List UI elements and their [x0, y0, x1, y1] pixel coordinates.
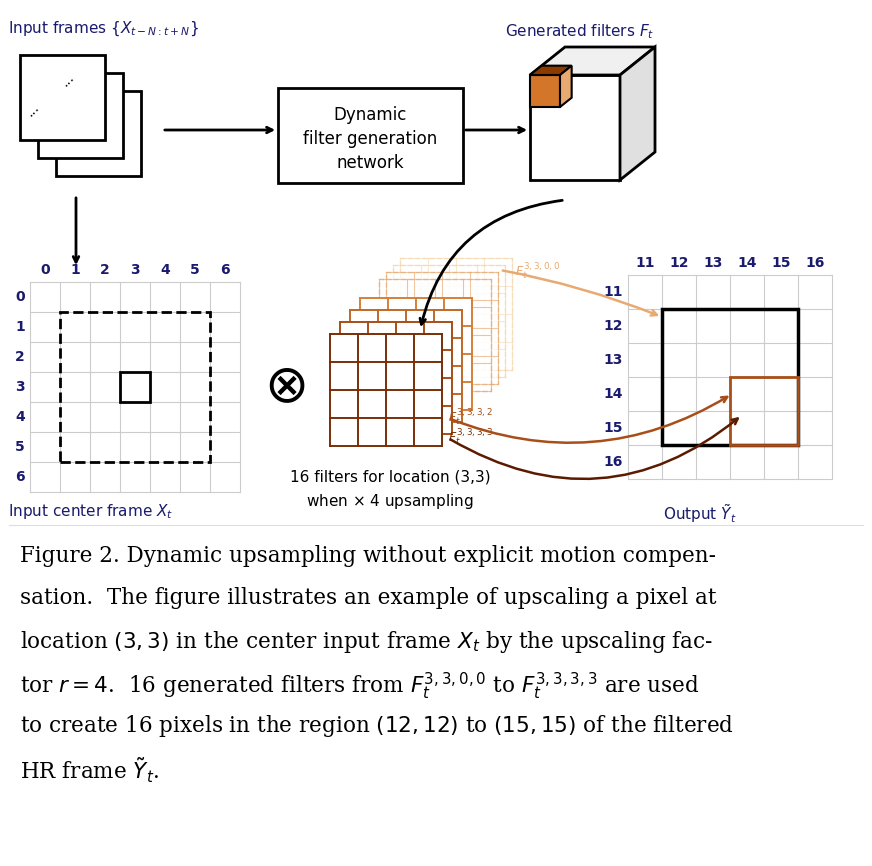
Text: 4: 4: [15, 410, 25, 424]
Text: 0: 0: [40, 263, 50, 277]
Text: 15: 15: [603, 421, 623, 435]
Bar: [379, 279, 491, 391]
Text: 1: 1: [70, 263, 80, 277]
Text: 1: 1: [15, 320, 25, 334]
Text: tor $r = 4$.  16 generated filters from $F_t^{3,3,0,0}$ to $F_t^{3,3,3,3}$ are u: tor $r = 4$. 16 generated filters from $…: [20, 671, 699, 702]
Text: 2: 2: [100, 263, 110, 277]
Text: Input frames $\{X_{t-N:t+N}\}$: Input frames $\{X_{t-N:t+N}\}$: [8, 20, 199, 38]
Polygon shape: [560, 66, 572, 107]
Text: to create 16 pixels in the region $(12, 12)$ to $(15, 15)$ of the filtered: to create 16 pixels in the region $(12, …: [20, 713, 734, 739]
Text: $F_t^{3,3,3,3}$: $F_t^{3,3,3,3}$: [448, 428, 493, 448]
Text: 16: 16: [603, 455, 623, 469]
Polygon shape: [530, 47, 655, 75]
Bar: [360, 298, 472, 410]
Text: $\otimes$: $\otimes$: [264, 361, 306, 413]
Polygon shape: [620, 47, 655, 180]
Text: location $(3, 3)$ in the center input frame $X_t$ by the upscaling fac-: location $(3, 3)$ in the center input fr…: [20, 629, 713, 655]
Polygon shape: [530, 66, 572, 75]
Text: 12: 12: [603, 319, 623, 333]
Bar: [530, 75, 560, 107]
Text: 6: 6: [16, 470, 25, 484]
Bar: [393, 265, 505, 377]
Bar: [330, 334, 442, 446]
Text: 2: 2: [15, 350, 25, 364]
Text: Output $\tilde{Y}_t$: Output $\tilde{Y}_t$: [663, 502, 737, 525]
Bar: [400, 258, 512, 370]
Bar: [530, 75, 620, 180]
Text: 13: 13: [603, 353, 623, 367]
Text: filter generation: filter generation: [303, 130, 438, 148]
Bar: [38, 73, 123, 158]
Text: when $\times$ 4 upsampling: when $\times$ 4 upsampling: [306, 492, 474, 511]
Bar: [56, 91, 141, 176]
Bar: [730, 377, 798, 445]
Text: 16 filters for location (3,3): 16 filters for location (3,3): [290, 470, 490, 485]
Bar: [340, 322, 452, 434]
Text: 3: 3: [130, 263, 140, 277]
Text: Dynamic: Dynamic: [334, 106, 407, 124]
Bar: [386, 272, 498, 384]
Bar: [60, 312, 210, 462]
Text: 0: 0: [16, 290, 25, 304]
Text: 5: 5: [190, 263, 200, 277]
Text: 4: 4: [160, 263, 170, 277]
Text: 14: 14: [737, 256, 757, 270]
Text: ···: ···: [25, 102, 44, 121]
Text: 14: 14: [603, 387, 623, 401]
Bar: [350, 310, 462, 422]
Text: 5: 5: [15, 440, 25, 454]
Text: $F_t^{3,3,3,2}$: $F_t^{3,3,3,2}$: [448, 408, 493, 428]
Bar: [120, 372, 150, 402]
Bar: [393, 265, 505, 377]
Text: Generated filters $F_t$: Generated filters $F_t$: [506, 22, 655, 41]
Bar: [379, 279, 491, 391]
Text: HR frame $\tilde{Y}_t$.: HR frame $\tilde{Y}_t$.: [20, 755, 160, 785]
Text: Input center frame $X_t$: Input center frame $X_t$: [8, 502, 174, 521]
Text: Figure 2. Dynamic upsampling without explicit motion compen-: Figure 2. Dynamic upsampling without exp…: [20, 545, 716, 567]
Bar: [400, 258, 512, 370]
Text: 6: 6: [221, 263, 230, 277]
Text: 16: 16: [806, 256, 825, 270]
Text: sation.  The figure illustrates an example of upscaling a pixel at: sation. The figure illustrates an exampl…: [20, 587, 717, 609]
Text: 12: 12: [669, 256, 689, 270]
Bar: [278, 88, 463, 183]
Text: 11: 11: [603, 285, 623, 299]
Text: 11: 11: [635, 256, 655, 270]
Text: $F_t^{3,3,0,0}$: $F_t^{3,3,0,0}$: [515, 262, 560, 282]
Bar: [20, 55, 105, 140]
Text: 3: 3: [16, 380, 25, 394]
Text: 13: 13: [704, 256, 723, 270]
Text: 15: 15: [771, 256, 791, 270]
Text: ···: ···: [60, 73, 79, 92]
Bar: [386, 272, 498, 384]
Bar: [662, 309, 798, 445]
Text: network: network: [337, 154, 405, 172]
